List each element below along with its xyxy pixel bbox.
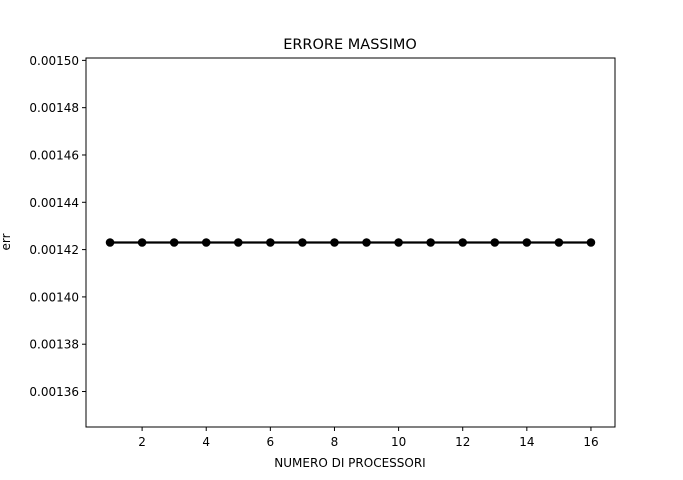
x-tick-label: 2: [138, 435, 146, 449]
y-tick-label: 0.00150: [29, 54, 79, 68]
data-point: [298, 238, 307, 247]
y-axis: 0.00136 0.00138 0.00140 0.00142 0.00144 0.001…: [29, 54, 86, 399]
chart-title: ERRORE MASSIMO: [283, 37, 417, 53]
data-point: [554, 238, 564, 247]
plot-area: [85, 57, 616, 428]
y-tick-label: 0.00146: [29, 148, 79, 162]
data-point: [394, 238, 403, 247]
y-tick-label: 0.00136: [29, 385, 79, 399]
x-axis: 2 4 6 8 10 12 14 16: [138, 427, 599, 449]
data-point: [201, 238, 211, 247]
x-tick-label: 12: [455, 435, 470, 449]
x-tick-label: 6: [267, 435, 275, 449]
y-tick-label: 0.00138: [29, 338, 79, 352]
data-point: [426, 238, 435, 247]
data-point: [266, 238, 275, 247]
x-tick-label: 10: [391, 435, 406, 449]
data-point: [458, 238, 468, 247]
x-tick-label: 14: [519, 435, 534, 449]
data-marks: [105, 238, 596, 247]
y-axis-label: err: [0, 233, 13, 250]
y-tick-label: 0.00140: [29, 290, 79, 304]
x-axis-label: NUMERO DI PROCESSORI: [274, 456, 425, 470]
x-tick-label: 16: [583, 435, 598, 449]
data-point: [330, 238, 339, 247]
data-point: [137, 238, 147, 247]
data-point: [233, 238, 243, 247]
x-tick-label: 4: [202, 435, 210, 449]
data-point: [490, 238, 500, 247]
data-point: [105, 238, 115, 247]
data-point: [362, 238, 371, 247]
data-point: [586, 238, 596, 247]
data-point: [169, 238, 179, 247]
y-tick-label: 0.00144: [29, 196, 79, 210]
x-tick-label: 8: [331, 435, 339, 449]
data-point: [522, 238, 532, 247]
y-tick-label: 0.00142: [29, 243, 79, 257]
y-tick-label: 0.00148: [29, 101, 79, 115]
